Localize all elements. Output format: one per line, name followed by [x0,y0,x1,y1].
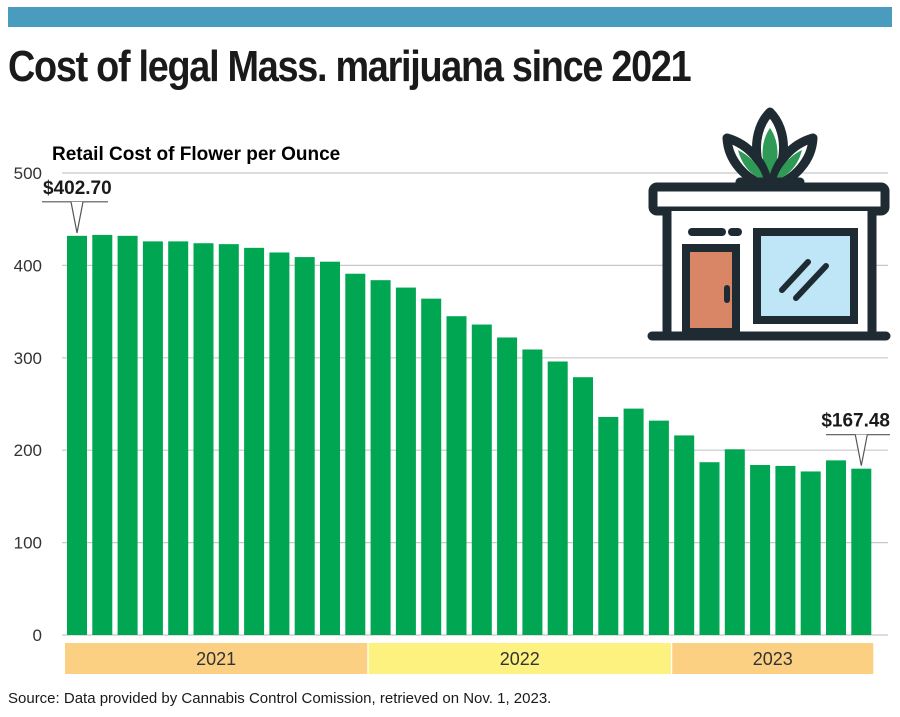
bar [421,298,442,635]
bar [117,235,138,635]
year-band [368,643,671,674]
bar [269,252,290,636]
year-band [672,643,874,674]
window-icon [753,228,858,324]
bar [142,241,163,635]
y-axis-ticks: 0 100 200 300 400 500 [14,164,42,645]
source-note: Source: Data provided by Cannabis Contro… [8,690,552,707]
bar [471,324,492,635]
bar [826,460,846,635]
bar [168,241,189,635]
year-label: 2022 [500,649,540,669]
year-band [65,643,368,674]
y-tick-label: 300 [14,349,42,368]
top-accent-bar [8,7,892,27]
bar [320,261,340,635]
bar [345,273,366,635]
annotations: $402.70 $167.48 [42,178,890,466]
bar [92,234,113,635]
bar [522,349,543,635]
bar [623,408,644,635]
bar [497,337,518,635]
bar [244,247,265,635]
bar [851,468,872,635]
bar [724,449,745,635]
bar [547,361,568,635]
y-tick-label: 0 [33,626,42,645]
bar [395,287,416,635]
bar [294,257,315,635]
bar [750,464,771,635]
bar [699,462,720,635]
bar [370,280,391,635]
bar [674,435,695,635]
year-label: 2023 [753,649,793,669]
bar [67,235,87,635]
year-bands: 2021 2022 2023 [65,643,874,674]
callout-pointer [70,201,84,233]
callout-pointer [854,434,868,466]
bar [775,465,796,635]
y-tick-label: 500 [14,164,42,183]
bar [598,416,619,635]
bar [218,244,239,635]
chart-title: Cost of legal Mass. marijuana since 2021 [8,42,692,91]
bar [800,471,821,635]
cannabis-leaf-icon [722,107,818,200]
callout-label: $402.70 [43,178,112,199]
y-tick-label: 400 [14,256,42,275]
y-tick-label: 200 [14,441,42,460]
bar [648,420,669,635]
year-label: 2021 [196,649,236,669]
bars [67,234,872,636]
bar [446,316,467,635]
callout-label: $167.48 [821,411,890,432]
store-icon [647,107,891,341]
y-tick-label: 100 [14,534,42,553]
bar [573,377,593,635]
bar [193,243,214,635]
y-axis-title: Retail Cost of Flower per Ounce [52,144,340,165]
